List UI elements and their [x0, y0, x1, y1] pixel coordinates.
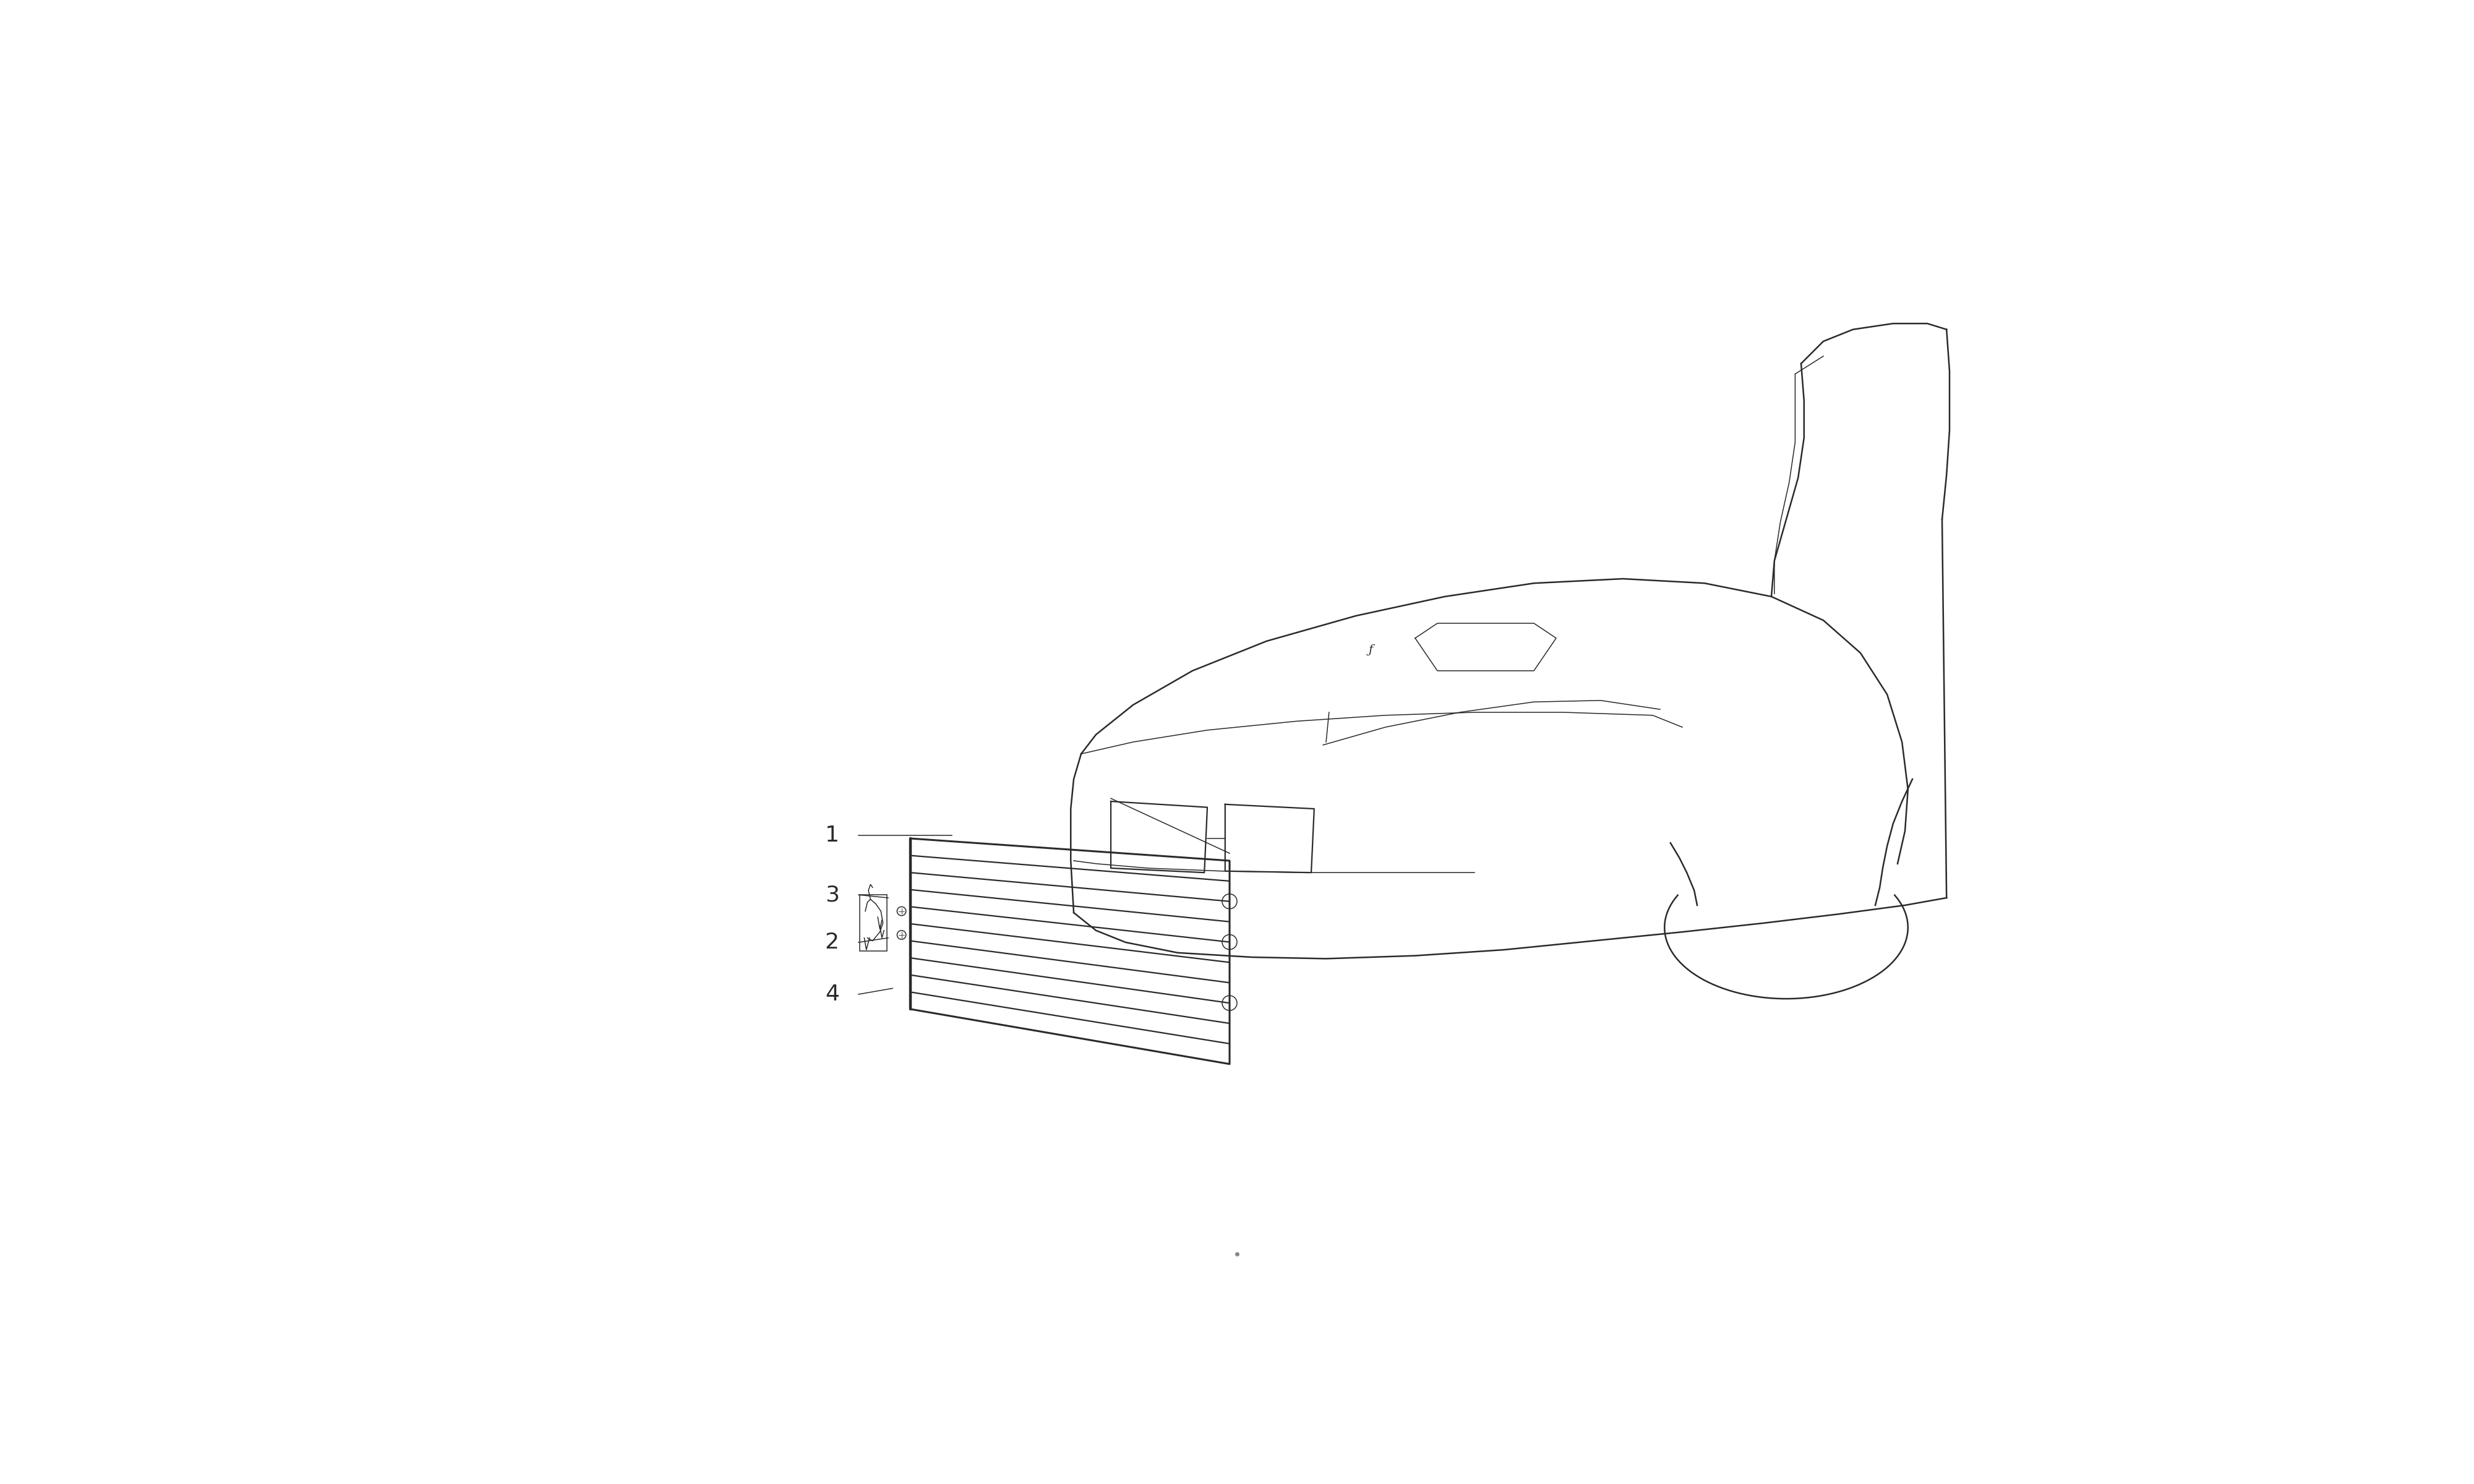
Bar	[861, 895, 886, 951]
Text: 2: 2	[824, 932, 839, 953]
Text: ƒ: ƒ	[1368, 644, 1373, 656]
Text: 4: 4	[824, 984, 839, 1005]
Text: 1: 1	[824, 825, 839, 846]
Text: 3: 3	[824, 884, 839, 905]
